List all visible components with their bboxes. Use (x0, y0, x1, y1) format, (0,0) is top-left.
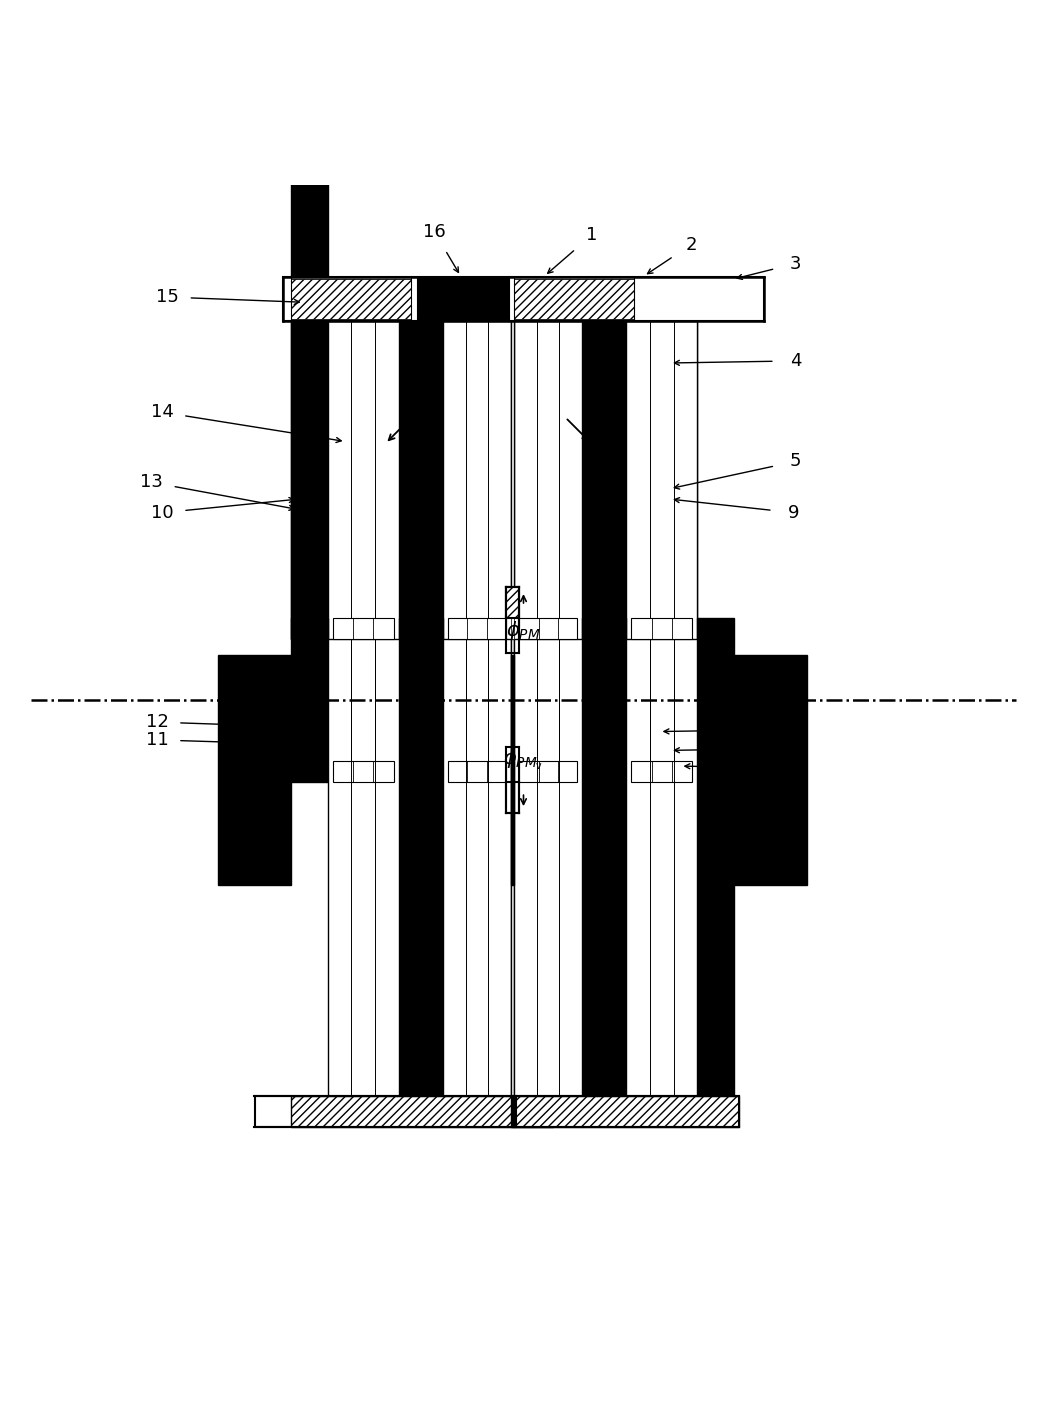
Bar (328, 639, 399, 1095)
Text: 7: 7 (790, 740, 801, 757)
Bar (333, 618, 394, 639)
Bar (443, 639, 511, 1095)
Text: 5: 5 (790, 452, 801, 470)
Bar (399, 618, 443, 639)
Text: 1: 1 (586, 227, 597, 244)
Bar (697, 618, 734, 639)
Text: 3: 3 (790, 255, 801, 272)
Text: 4: 4 (790, 351, 801, 370)
Bar (634, 322, 697, 761)
Text: 8: 8 (790, 760, 801, 777)
Bar (291, 618, 328, 639)
Bar (514, 1095, 739, 1128)
Bar (697, 639, 734, 1095)
Bar (291, 183, 328, 639)
Bar (328, 322, 399, 761)
Text: 6: 6 (790, 720, 801, 738)
Bar (734, 655, 807, 886)
Bar (506, 782, 519, 813)
Bar (511, 618, 514, 639)
Bar (506, 587, 519, 618)
Text: 10: 10 (151, 503, 174, 521)
Bar (283, 278, 764, 322)
Bar (631, 618, 692, 639)
Bar (399, 639, 443, 1095)
Bar (511, 655, 514, 886)
Text: 2: 2 (686, 235, 696, 254)
Bar (582, 322, 626, 761)
Bar (582, 761, 626, 782)
Bar (582, 639, 626, 1095)
Bar (514, 1095, 739, 1128)
Bar (291, 1095, 553, 1128)
Bar (631, 761, 692, 782)
Text: 14: 14 (151, 404, 174, 421)
Text: $\phi_{PM_{\rm v}}$: $\phi_{PM_{\rm v}}$ (504, 747, 543, 772)
Bar (519, 761, 577, 782)
Bar (582, 618, 626, 639)
Bar (255, 1095, 516, 1128)
Bar (291, 279, 411, 319)
Text: 11: 11 (146, 731, 169, 750)
Bar (443, 322, 511, 761)
Bar (506, 587, 519, 653)
Bar (333, 761, 394, 782)
Bar (399, 322, 443, 761)
Bar (291, 322, 328, 761)
Bar (511, 639, 514, 1095)
Bar (511, 322, 514, 761)
Bar (634, 761, 697, 782)
Bar (626, 639, 697, 1095)
Bar (218, 655, 291, 886)
Text: 15: 15 (156, 288, 179, 306)
Text: $\phi_{PM}$: $\phi_{PM}$ (507, 619, 540, 642)
Bar (514, 322, 582, 761)
Bar (399, 761, 443, 782)
Bar (511, 761, 514, 782)
Bar (417, 278, 509, 322)
Bar (514, 639, 582, 1095)
Bar (626, 322, 697, 761)
Bar (506, 747, 519, 813)
Bar (448, 618, 506, 639)
Bar (514, 279, 634, 319)
Text: 12: 12 (146, 713, 169, 731)
Text: 16: 16 (423, 222, 446, 241)
Text: 9: 9 (788, 503, 799, 521)
Bar (448, 761, 506, 782)
Bar (519, 618, 577, 639)
Bar (291, 761, 328, 782)
Text: 13: 13 (140, 473, 163, 492)
Bar (511, 1095, 514, 1128)
